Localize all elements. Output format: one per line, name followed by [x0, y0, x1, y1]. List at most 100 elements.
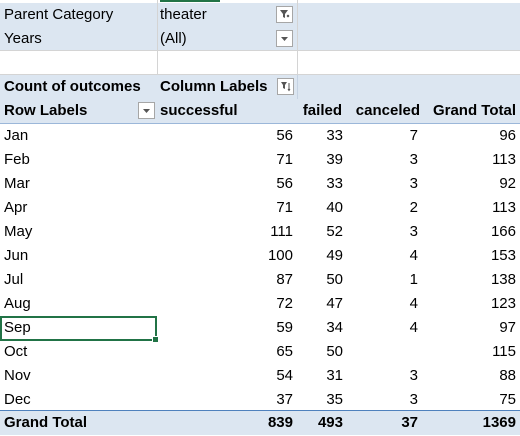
- cell-failed[interactable]: 31: [326, 367, 343, 384]
- table-row: Jan 56 33 7 96: [0, 124, 520, 148]
- fill-handle[interactable]: [152, 336, 159, 343]
- cell-successful[interactable]: 100: [267, 247, 293, 264]
- grand-total-canceled[interactable]: 37: [401, 414, 418, 431]
- grand-total-successful[interactable]: 839: [267, 414, 293, 431]
- row-label[interactable]: Nov: [4, 367, 31, 384]
- dropdown-arrow-icon[interactable]: [276, 30, 293, 47]
- column-header-failed: failed: [302, 102, 342, 119]
- grid-line: [297, 0, 298, 75]
- column-header-grand-total: Grand Total: [432, 102, 516, 119]
- cell-grand-total[interactable]: 113: [492, 199, 516, 216]
- cell-failed[interactable]: 33: [326, 127, 343, 144]
- filter-label: Years: [4, 30, 42, 47]
- cell-grand-total[interactable]: 92: [499, 175, 516, 192]
- value-field-header[interactable]: Count of outcomes: [4, 78, 141, 95]
- filter-applied-icon[interactable]: [276, 6, 293, 23]
- row-label[interactable]: Sep: [4, 319, 31, 336]
- cell-failed[interactable]: 49: [326, 247, 343, 264]
- row-labels-header[interactable]: Row Labels: [4, 102, 88, 119]
- header-border: [0, 123, 520, 124]
- cell-canceled[interactable]: 3: [409, 151, 418, 168]
- row-label[interactable]: Aug: [4, 295, 31, 312]
- cell-grand-total[interactable]: 115: [492, 343, 516, 360]
- table-row: Aug 72 47 4 123: [0, 292, 520, 316]
- cell-canceled[interactable]: 3: [409, 367, 418, 384]
- cell-grand-total[interactable]: 113: [492, 151, 516, 168]
- cell-canceled[interactable]: 3: [409, 391, 418, 408]
- table-row: Mar 56 33 3 92: [0, 172, 520, 196]
- grand-total-total[interactable]: 1369: [482, 414, 516, 431]
- cell-grand-total[interactable]: 97: [499, 319, 516, 336]
- cell-successful[interactable]: 37: [276, 391, 293, 408]
- filter-label: Parent Category: [4, 6, 114, 23]
- active-cell-selection: [0, 316, 159, 343]
- cell-failed[interactable]: 50: [326, 343, 343, 360]
- table-row: Jun 100 49 4 153: [0, 244, 520, 268]
- row-label[interactable]: Dec: [4, 391, 31, 408]
- row-label[interactable]: Apr: [4, 199, 28, 216]
- row-label[interactable]: May: [4, 223, 33, 240]
- pivot-column-header-row: Row Labels successful failed canceled Gr…: [0, 99, 520, 123]
- column-header-successful: successful: [160, 102, 238, 119]
- row-label[interactable]: Jan: [4, 127, 29, 144]
- cell-grand-total[interactable]: 123: [490, 295, 516, 312]
- cell-failed[interactable]: 52: [326, 223, 343, 240]
- row-label[interactable]: Jul: [4, 271, 24, 288]
- column-labels-header[interactable]: Column Labels: [160, 78, 268, 95]
- cell-grand-total[interactable]: 88: [499, 367, 516, 384]
- table-row: Apr 71 40 2 113: [0, 196, 520, 220]
- pivot-header-row: Count of outcomes Column Labels: [0, 75, 520, 99]
- filter-row-years: Years (All): [0, 27, 520, 51]
- cell-grand-total[interactable]: 138: [490, 271, 516, 288]
- filter-value[interactable]: theater: [160, 6, 207, 23]
- cell-successful[interactable]: 71: [276, 151, 293, 168]
- cell-canceled[interactable]: 1: [409, 271, 418, 288]
- cell-failed[interactable]: 33: [326, 175, 343, 192]
- cell-failed[interactable]: 34: [326, 319, 343, 336]
- cell-canceled[interactable]: 7: [409, 127, 418, 144]
- row-label[interactable]: Oct: [4, 343, 28, 360]
- row-label[interactable]: Feb: [4, 151, 30, 168]
- grand-total-label[interactable]: Grand Total: [4, 414, 88, 431]
- grid-line: [157, 0, 158, 75]
- cell-failed[interactable]: 39: [326, 151, 343, 168]
- row-label[interactable]: Mar: [4, 175, 30, 192]
- grid-line: [0, 74, 520, 75]
- cell-failed[interactable]: 47: [326, 295, 343, 312]
- cell-successful[interactable]: 72: [276, 295, 293, 312]
- cell-canceled[interactable]: 2: [409, 199, 418, 216]
- cell-failed[interactable]: 40: [326, 199, 343, 216]
- cell-grand-total[interactable]: 153: [490, 247, 516, 264]
- cell-successful[interactable]: 111: [270, 223, 293, 240]
- cell-canceled[interactable]: 4: [409, 319, 418, 336]
- column-header-canceled: canceled: [355, 102, 420, 119]
- cell-failed[interactable]: 50: [326, 271, 343, 288]
- cell-successful[interactable]: 65: [276, 343, 293, 360]
- filter-value[interactable]: (All): [160, 30, 187, 47]
- cell-failed[interactable]: 35: [326, 391, 343, 408]
- cell-successful[interactable]: 71: [276, 199, 293, 216]
- cell-canceled[interactable]: 4: [409, 295, 418, 312]
- cell-grand-total[interactable]: 166: [490, 223, 516, 240]
- cell-grand-total[interactable]: 96: [499, 127, 516, 144]
- cell-successful[interactable]: 56: [276, 175, 293, 192]
- grand-total-row: Grand Total 839 493 37 1369: [0, 411, 520, 435]
- row-label[interactable]: Jun: [4, 247, 29, 264]
- cell-canceled[interactable]: 3: [409, 223, 418, 240]
- table-row: Nov 54 31 3 88: [0, 364, 520, 388]
- cell-grand-total[interactable]: 75: [499, 391, 516, 408]
- cell-successful[interactable]: 56: [276, 127, 293, 144]
- filter-row-parent-category: Parent Category theater: [0, 3, 520, 27]
- cell-canceled[interactable]: [347, 340, 422, 364]
- sort-filter-icon[interactable]: [277, 78, 294, 95]
- table-row: Sep 59 34 4 97: [0, 316, 520, 343]
- grand-total-failed[interactable]: 493: [317, 414, 343, 431]
- dropdown-arrow-icon[interactable]: [138, 102, 155, 119]
- cell-canceled[interactable]: 3: [409, 175, 418, 192]
- cell-canceled[interactable]: 4: [409, 247, 418, 264]
- cell-successful[interactable]: 54: [276, 367, 293, 384]
- cell-successful[interactable]: 59: [276, 319, 293, 336]
- cell-successful[interactable]: 87: [276, 271, 293, 288]
- grid-line: [0, 50, 520, 51]
